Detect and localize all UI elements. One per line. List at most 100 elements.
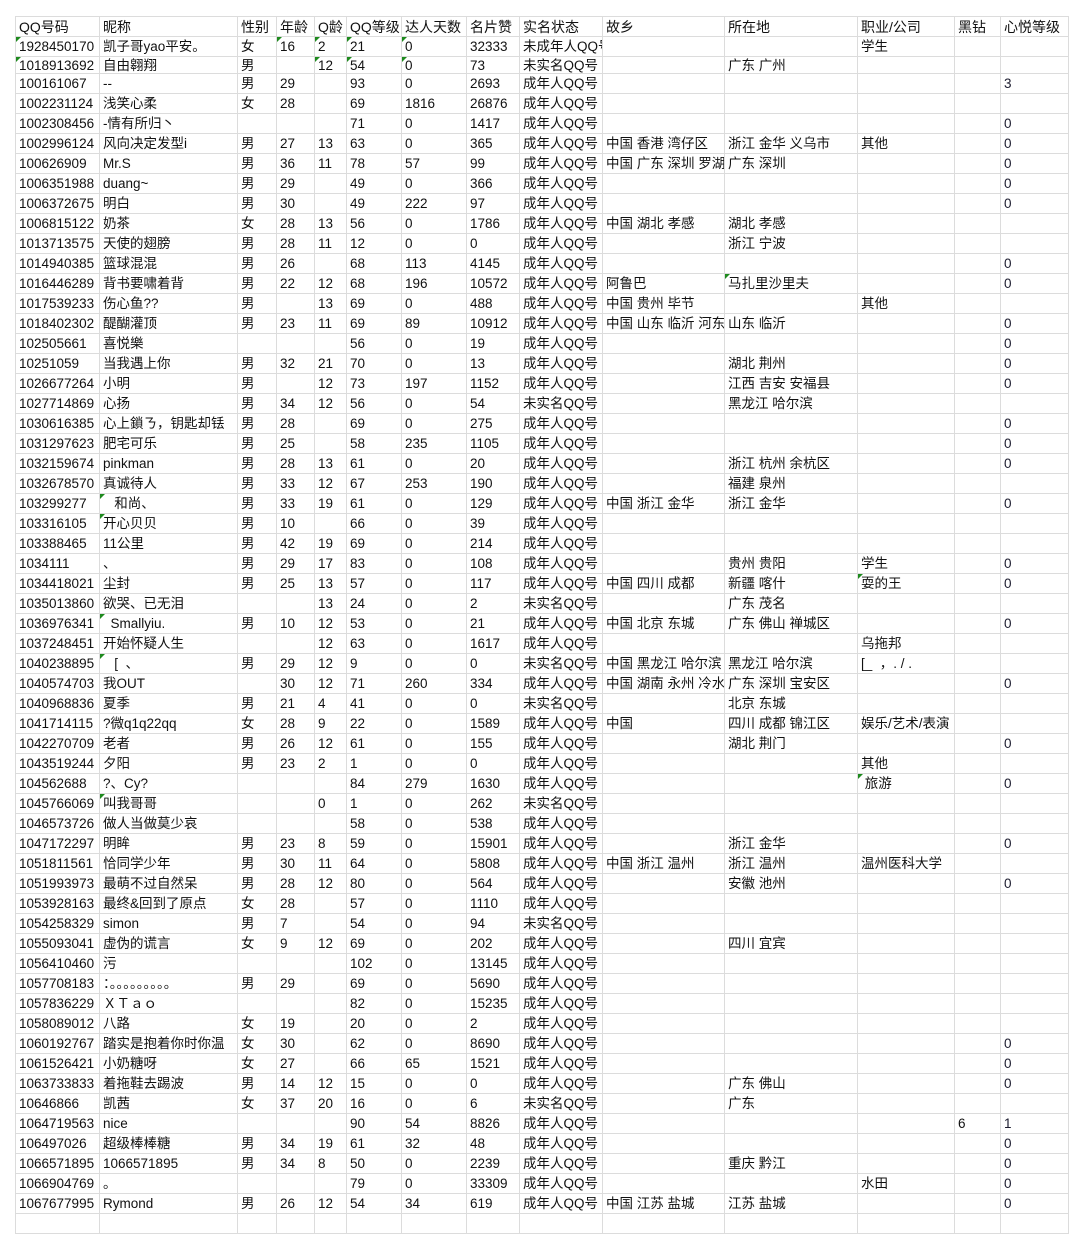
- cell-location[interactable]: [725, 954, 858, 974]
- cell-q-age[interactable]: 9: [315, 714, 347, 734]
- cell-qq-number[interactable]: 1054258329: [16, 914, 100, 934]
- cell-gender[interactable]: 男: [238, 374, 277, 394]
- cell-black-diamond[interactable]: [955, 1094, 1001, 1114]
- cell-location[interactable]: [725, 994, 858, 1014]
- cell-qq-number[interactable]: 106497026: [16, 1134, 100, 1154]
- cell-occupation[interactable]: [858, 334, 955, 354]
- cell-expert-days[interactable]: 260: [402, 674, 467, 694]
- cell-occupation[interactable]: [858, 374, 955, 394]
- cell-expert-days[interactable]: 0: [402, 334, 467, 354]
- cell-hometown[interactable]: 中国: [603, 714, 725, 734]
- cell-hometown[interactable]: [603, 694, 725, 714]
- cell-q-age[interactable]: [315, 1054, 347, 1074]
- cell-hometown[interactable]: 中国 浙江 金华: [603, 494, 725, 514]
- cell-qq-level[interactable]: 63: [347, 634, 402, 654]
- cell-occupation[interactable]: [858, 94, 955, 114]
- cell-profile-likes[interactable]: 32333: [467, 37, 520, 57]
- cell-profile-likes[interactable]: 8826: [467, 1114, 520, 1134]
- cell-q-age[interactable]: 12: [315, 394, 347, 414]
- cell-occupation[interactable]: [858, 734, 955, 754]
- cell-expert-days[interactable]: 0: [402, 1074, 467, 1094]
- cell-expert-days[interactable]: 253: [402, 474, 467, 494]
- column-header-qq-number[interactable]: QQ号码: [16, 17, 100, 37]
- cell-profile-likes[interactable]: 73: [467, 57, 520, 74]
- cell-qq-number[interactable]: 1060192767: [16, 1034, 100, 1054]
- cell-qq-number[interactable]: 104562688: [16, 774, 100, 794]
- cell-nickname[interactable]: 和尚、: [100, 494, 238, 514]
- cell-qq-number[interactable]: 1032159674: [16, 454, 100, 474]
- cell-occupation[interactable]: [858, 114, 955, 134]
- cell-nickname[interactable]: 明白: [100, 194, 238, 214]
- cell-black-diamond[interactable]: [955, 574, 1001, 594]
- cell-qq-number[interactable]: 1051811561: [16, 854, 100, 874]
- cell-hometown[interactable]: [603, 634, 725, 654]
- cell-q-age[interactable]: 13: [315, 214, 347, 234]
- cell-location[interactable]: 江苏 盐城: [725, 1194, 858, 1214]
- cell-qq-level[interactable]: 12: [347, 234, 402, 254]
- cell-black-diamond[interactable]: [955, 994, 1001, 1014]
- cell-real-name-status[interactable]: 成年人QQ号: [520, 994, 603, 1014]
- cell-q-age[interactable]: 11: [315, 854, 347, 874]
- cell-black-diamond[interactable]: [955, 594, 1001, 614]
- cell-hometown[interactable]: [603, 414, 725, 434]
- cell-hometown[interactable]: [603, 234, 725, 254]
- cell-qq-level[interactable]: 57: [347, 894, 402, 914]
- cell-location[interactable]: 北京 东城: [725, 694, 858, 714]
- cell-location[interactable]: 黑龙江 哈尔滨: [725, 654, 858, 674]
- cell-real-name-status[interactable]: 未实名QQ号: [520, 594, 603, 614]
- cell-nickname[interactable]: 恰同学少年: [100, 854, 238, 874]
- cell-q-age[interactable]: [315, 74, 347, 94]
- cell-q-age[interactable]: 19: [315, 494, 347, 514]
- cell-real-name-status[interactable]: 成年人QQ号: [520, 1034, 603, 1054]
- cell-real-name-status[interactable]: 成年人QQ号: [520, 454, 603, 474]
- cell-q-age[interactable]: [315, 1114, 347, 1134]
- cell-location[interactable]: [725, 37, 858, 57]
- cell-xinyue-level[interactable]: 0: [1001, 454, 1069, 474]
- cell-qq-number[interactable]: 1031297623: [16, 434, 100, 454]
- cell-age[interactable]: [277, 594, 315, 614]
- cell-age[interactable]: 10: [277, 514, 315, 534]
- column-header-real-name-status[interactable]: 实名状态: [520, 17, 603, 37]
- cell-expert-days[interactable]: 113: [402, 254, 467, 274]
- cell-expert-days[interactable]: 0: [402, 694, 467, 714]
- cell-qq-number[interactable]: 1057708183: [16, 974, 100, 994]
- cell-q-age[interactable]: [315, 94, 347, 114]
- cell-location[interactable]: [725, 194, 858, 214]
- cell-qq-level[interactable]: 54: [347, 1194, 402, 1214]
- cell-q-age[interactable]: 12: [315, 634, 347, 654]
- cell-location[interactable]: [725, 1014, 858, 1034]
- cell-gender[interactable]: [238, 994, 277, 1014]
- cell-real-name-status[interactable]: 成年人QQ号: [520, 614, 603, 634]
- cell-black-diamond[interactable]: [955, 1154, 1001, 1174]
- cell-profile-likes[interactable]: 488: [467, 294, 520, 314]
- cell-real-name-status[interactable]: 成年人QQ号: [520, 374, 603, 394]
- cell-gender[interactable]: [238, 814, 277, 834]
- cell-age[interactable]: [277, 794, 315, 814]
- cell-occupation[interactable]: [858, 474, 955, 494]
- cell-real-name-status[interactable]: 成年人QQ号: [520, 94, 603, 114]
- cell-qq-number[interactable]: 1040238895: [16, 654, 100, 674]
- cell-occupation[interactable]: [858, 974, 955, 994]
- cell-expert-days[interactable]: 0: [402, 934, 467, 954]
- cell-real-name-status[interactable]: 成年人QQ号: [520, 274, 603, 294]
- cell-qq-level[interactable]: 84: [347, 774, 402, 794]
- cell-expert-days[interactable]: 0: [402, 514, 467, 534]
- cell-xinyue-level[interactable]: 0: [1001, 574, 1069, 594]
- cell-nickname[interactable]: 背书要啸着背: [100, 274, 238, 294]
- cell-expert-days[interactable]: 0: [402, 814, 467, 834]
- cell-gender[interactable]: [238, 114, 277, 134]
- cell-occupation[interactable]: 娱乐/艺术/表演: [858, 714, 955, 734]
- cell-age[interactable]: 28: [277, 414, 315, 434]
- cell-error-indicator-icon[interactable]: [315, 37, 320, 42]
- cell-hometown[interactable]: [603, 534, 725, 554]
- cell-nickname[interactable]: 明眸: [100, 834, 238, 854]
- cell-expert-days[interactable]: 0: [402, 494, 467, 514]
- cell-xinyue-level[interactable]: 0: [1001, 1054, 1069, 1074]
- cell-age[interactable]: 36: [277, 154, 315, 174]
- cell-occupation[interactable]: [858, 594, 955, 614]
- cell-qq-level[interactable]: 61: [347, 734, 402, 754]
- cell-real-name-status[interactable]: 成年人QQ号: [520, 254, 603, 274]
- cell-age[interactable]: [277, 1214, 315, 1234]
- cell-hometown[interactable]: [603, 57, 725, 74]
- cell-black-diamond[interactable]: 6: [955, 1114, 1001, 1134]
